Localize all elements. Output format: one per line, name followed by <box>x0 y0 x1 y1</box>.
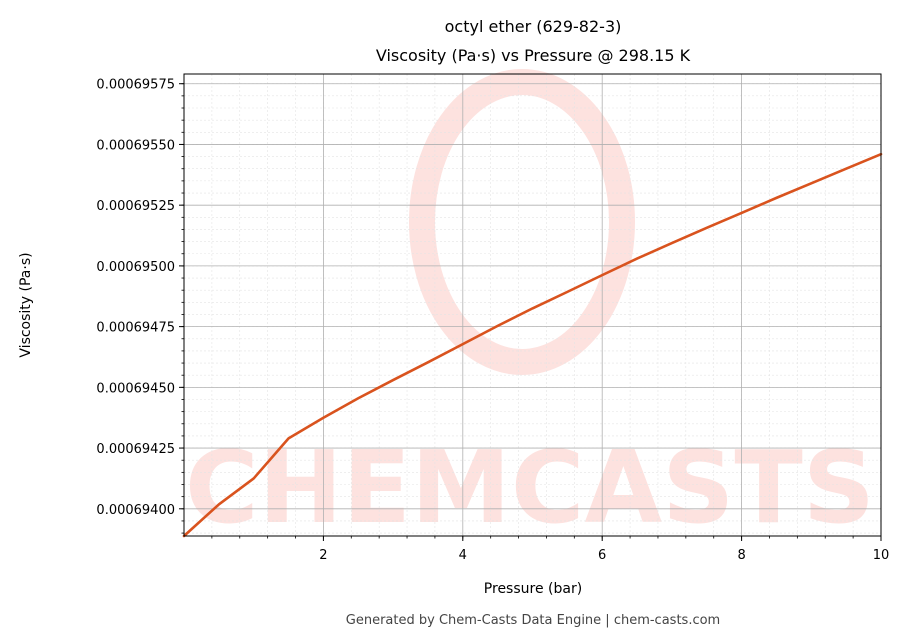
x-axis-label: Pressure (bar) <box>484 581 582 597</box>
footer-credit: Generated by Chem-Casts Data Engine | ch… <box>346 613 720 628</box>
y-tick-label: 0.00069475 <box>96 321 175 336</box>
y-tick-label: 0.00069500 <box>96 260 175 275</box>
x-tick-label: 6 <box>598 548 606 563</box>
major-grid <box>184 74 882 536</box>
y-tick-label: 0.00069575 <box>96 78 175 93</box>
x-tick-label: 2 <box>319 548 327 563</box>
plot-frame <box>183 73 882 537</box>
chart-subtitle: Viscosity (Pa·s) vs Pressure @ 298.15 K <box>376 46 691 65</box>
y-tick-label: 0.00069525 <box>96 199 175 214</box>
x-tick-label: 10 <box>873 548 890 563</box>
y-axis: 0.00069400 0.00069425 0.00069450 0.00069475… <box>96 78 184 534</box>
y-axis-label: Viscosity (Pa·s) <box>18 252 34 357</box>
x-tick-label: 4 <box>459 548 467 563</box>
x-axis: 2 4 6 8 10 <box>211 536 890 563</box>
watermark-text: CHEMCASTS <box>185 429 875 546</box>
y-tick-label: 0.00069400 <box>96 503 175 518</box>
chart-title: octyl ether (629-82-3) <box>445 17 622 36</box>
y-tick-label: 0.00069550 <box>96 138 175 153</box>
chemcasts-watermark: CHEMCASTS <box>185 69 875 546</box>
x-tick-label: 8 <box>737 548 745 563</box>
y-tick-label: 0.00069450 <box>96 381 175 396</box>
viscosity-series-line <box>182 152 883 538</box>
y-tick-label: 0.00069425 <box>96 442 175 457</box>
